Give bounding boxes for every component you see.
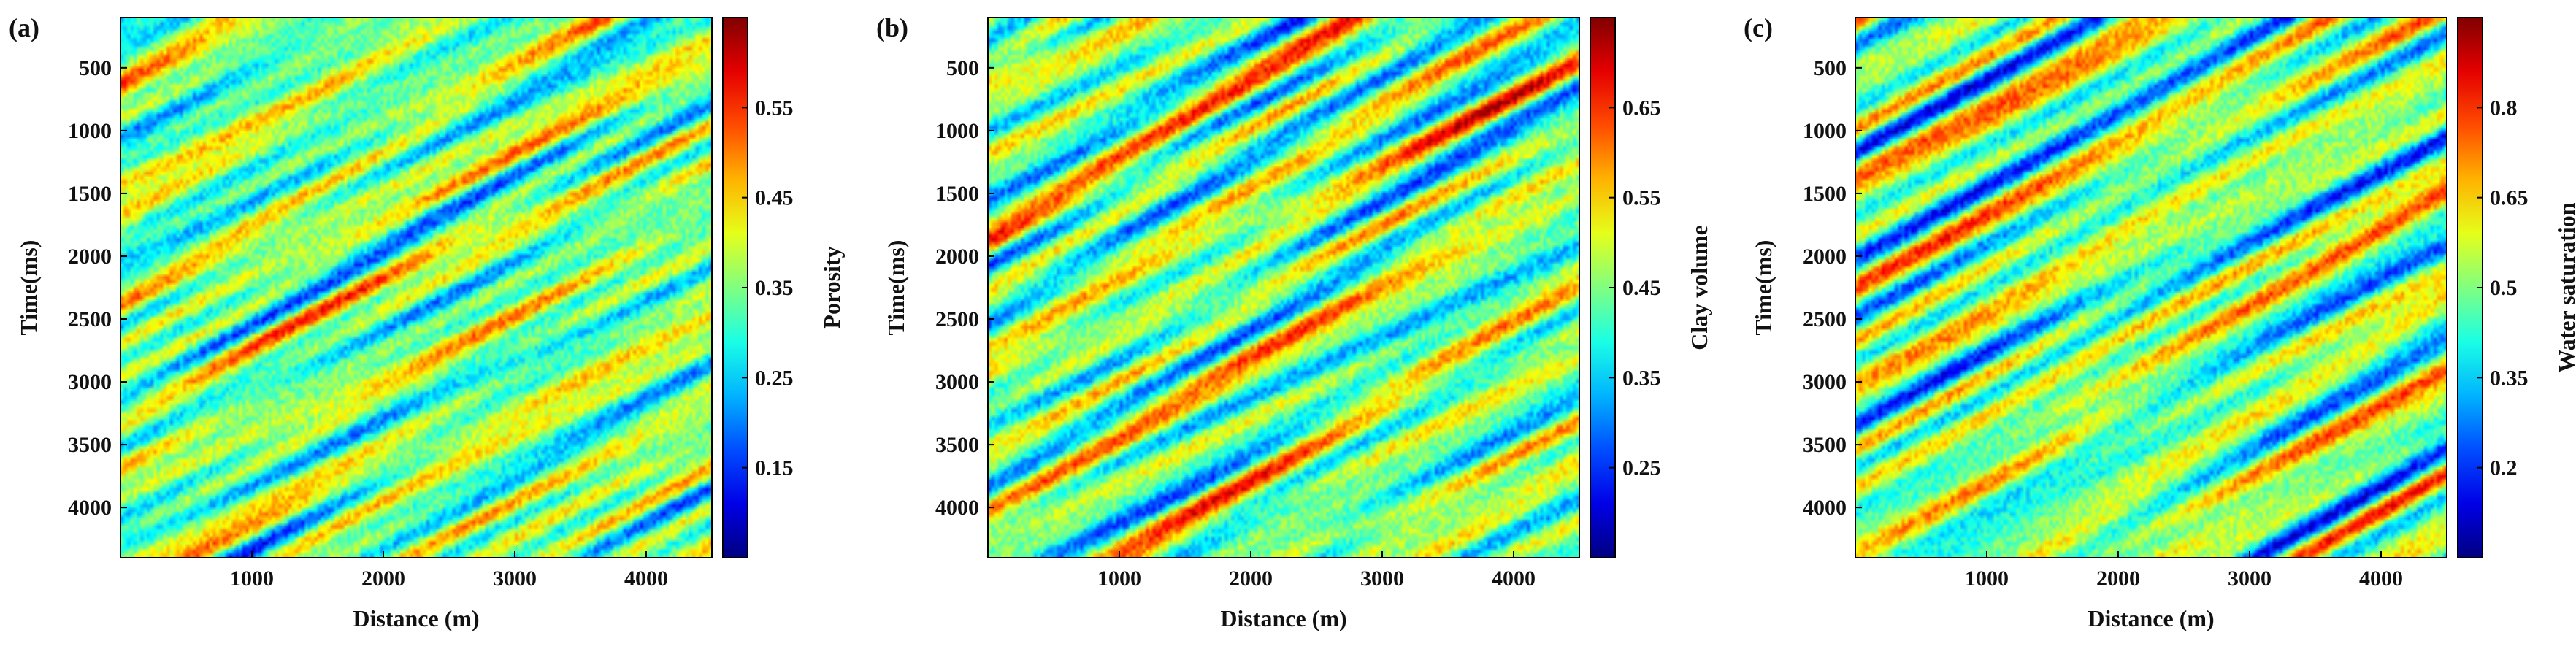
x-tick-label: 4000: [2359, 566, 2403, 591]
y-tick-label: 2500: [1803, 307, 1847, 331]
colorbar-tick-label: 0.8: [2490, 96, 2518, 120]
y-axis-label: Time(ms): [15, 240, 42, 336]
colorbar-tick-label: 0.65: [2490, 186, 2529, 210]
colorbar-tick-label: 0.35: [755, 276, 794, 300]
colorbar-tick-label: 0.45: [1622, 276, 1661, 300]
y-tick-label: 500: [1814, 56, 1847, 80]
x-axis-label: Distance (m): [2088, 605, 2214, 631]
x-tick-label: 2000: [1229, 566, 1273, 591]
colorbar-label: Water saturation: [2553, 202, 2576, 372]
y-tick-label: 1000: [1803, 119, 1847, 143]
y-tick-label: 500: [79, 56, 112, 80]
y-tick-label: 500: [946, 56, 979, 80]
colorbar-tick-label: 0.45: [755, 186, 794, 210]
plot-frame: [120, 17, 713, 558]
heatmap-image: [120, 18, 712, 558]
colorbar-tick-label: 0.55: [1622, 186, 1661, 210]
x-tick-label: 4000: [624, 566, 668, 591]
colorbar-tick-label: 0.65: [1622, 96, 1661, 120]
y-tick-label: 1500: [935, 182, 979, 206]
y-tick-label: 3000: [68, 370, 112, 394]
y-tick-label: 1500: [1803, 182, 1847, 206]
x-axis-label: Distance (m): [1220, 605, 1346, 631]
y-tick-label: 3000: [1803, 370, 1847, 394]
panel-c: (c) 1000 2000 3000 4000 500 1000 1500 2000 2500 30…: [1735, 0, 2576, 657]
y-tick-label: 4000: [1803, 496, 1847, 520]
y-tick-label: 1000: [68, 119, 112, 143]
panel-label: (b): [876, 13, 908, 42]
y-tick-label: 3000: [935, 370, 979, 394]
y-tick-label: 2000: [68, 245, 112, 269]
panel-b: (b) 1000 2000 3000 4000 500 1000 1500 2000 2500 30…: [867, 0, 1726, 657]
y-tick-label: 4000: [935, 496, 979, 520]
plot-frame: [987, 17, 1580, 558]
y-tick-label: 1500: [68, 182, 112, 206]
x-tick-label: 3000: [493, 566, 537, 591]
y-tick-label: 2500: [935, 307, 979, 331]
y-tick-label: 3500: [1803, 433, 1847, 457]
colorbar-label: Porosity: [819, 246, 845, 328]
x-tick-label: 1000: [1097, 566, 1141, 591]
colorbar-tick-label: 0.25: [1622, 456, 1661, 480]
panel-a: (a) 1000 2000 3000 4000 500 1000 1500 2000 2500 30…: [0, 0, 859, 657]
x-tick-label: 2000: [361, 566, 405, 591]
x-tick-label: 2000: [2096, 566, 2140, 591]
y-tick-label: 3500: [68, 433, 112, 457]
y-tick-label: 1000: [935, 119, 979, 143]
panel-label: (c): [1744, 13, 1773, 42]
colorbar-tick-label: 0.35: [1622, 366, 1661, 390]
heatmap-image: [988, 18, 1579, 558]
y-axis-label: Time(ms): [1750, 240, 1776, 336]
x-tick-label: 1000: [230, 566, 274, 591]
y-tick-label: 2500: [68, 307, 112, 331]
colorbar-tick-label: 0.2: [2490, 456, 2518, 480]
chart-a-svg: (a) 1000 2000 3000 4000 500 1000 1500 2000 2500 30…: [9, 13, 845, 631]
x-tick-label: 3000: [1360, 566, 1404, 591]
y-tick-label: 4000: [68, 496, 112, 520]
chart-c-svg: (c) 1000 2000 3000 4000 500 1000 1500 2000 2500 30…: [1744, 13, 2576, 631]
panel-label: (a): [9, 13, 39, 42]
y-tick-label: 3500: [935, 433, 979, 457]
x-tick-label: 4000: [1492, 566, 1536, 591]
colorbar-tick-label: 0.5: [2490, 276, 2518, 300]
x-tick-label: 1000: [1965, 566, 2009, 591]
chart-b-svg: (b) 1000 2000 3000 4000 500 1000 1500 2000 2500 30…: [876, 13, 1712, 631]
x-tick-label: 3000: [2228, 566, 2272, 591]
colorbar-tick-label: 0.55: [755, 96, 794, 120]
x-axis-label: Distance (m): [353, 605, 479, 631]
y-tick-label: 2000: [935, 245, 979, 269]
colorbar-tick-label: 0.35: [2490, 366, 2529, 390]
y-tick-label: 2000: [1803, 245, 1847, 269]
colorbar-label: Clay volume: [1686, 225, 1712, 350]
colorbar-tick-label: 0.15: [755, 456, 794, 480]
heatmap-image: [1855, 18, 2447, 558]
colorbar-tick-label: 0.25: [755, 366, 794, 390]
y-axis-label: Time(ms): [883, 240, 909, 336]
plot-frame: [1855, 17, 2447, 558]
